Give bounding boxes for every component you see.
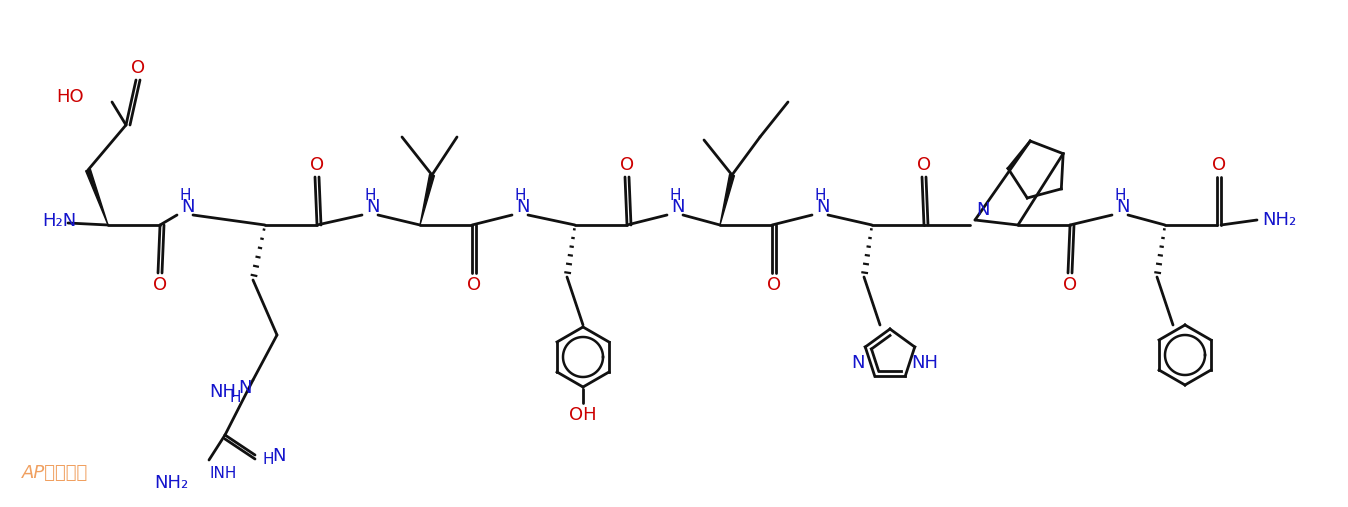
Text: HO: HO [57,88,84,106]
Text: H: H [814,188,826,202]
Text: O: O [466,276,481,294]
Text: O: O [1064,276,1077,294]
Text: O: O [131,59,146,77]
Polygon shape [720,174,735,225]
Text: N: N [671,198,685,216]
Text: H: H [669,188,681,202]
Polygon shape [86,169,108,225]
Text: O: O [917,156,931,174]
Text: H: H [179,188,191,202]
Text: N: N [272,447,286,465]
Text: N: N [181,198,194,216]
Text: AP专肽生物: AP专肽生物 [22,464,88,482]
Text: N: N [367,198,380,216]
Text: H: H [263,453,274,467]
Text: N: N [516,198,530,216]
Text: NH: NH [209,383,236,401]
Text: H: H [514,188,526,202]
Text: O: O [767,276,780,294]
Text: H: H [1115,188,1126,202]
Text: H₂N: H₂N [42,212,77,230]
Text: N: N [976,201,989,219]
Text: N: N [239,379,252,397]
Text: N: N [817,198,830,216]
Text: NH₂: NH₂ [154,474,187,492]
Text: N: N [851,354,865,372]
Text: OH: OH [569,406,597,424]
Text: O: O [152,276,167,294]
Text: NH: NH [911,354,938,372]
Text: H: H [364,188,376,202]
Text: H: H [229,390,241,406]
Text: INH: INH [209,465,237,481]
Text: N: N [1116,198,1130,216]
Text: NH₂: NH₂ [1262,211,1297,229]
Text: O: O [310,156,324,174]
Text: O: O [620,156,634,174]
Text: O: O [1212,156,1227,174]
Polygon shape [421,174,434,225]
